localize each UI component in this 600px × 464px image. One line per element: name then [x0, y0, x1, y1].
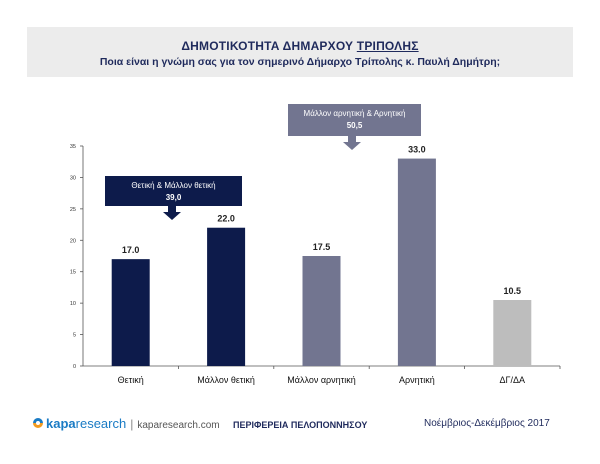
x-tick-label: Μάλλον αρνητική	[287, 375, 355, 385]
bar	[302, 256, 341, 366]
y-tick-label: 15	[70, 270, 76, 276]
annotation-label: Μάλλον αρνητική & Αρνητική	[304, 109, 406, 118]
x-tick-label: Θετική	[118, 375, 144, 385]
y-tick-label: 25	[70, 207, 76, 213]
chart-subtitle: Ποια είναι η γνώμη σας για τον σημερινό …	[99, 56, 501, 68]
annotation-value: 39,0	[166, 193, 182, 202]
chart-title: ΔΗΜΟΤΙΚΟΤΗΤΑ ΔΗΜΑΡΧΟΥ ΤΡΙΠΟΛΗΣ	[27, 39, 573, 53]
kapa-logo-icon	[33, 418, 43, 428]
x-tick-label: Μάλλον θετική	[197, 375, 255, 385]
y-tick-label: 5	[73, 333, 76, 339]
x-tick-label: ΔΓ/ΔΑ	[500, 375, 525, 385]
bar	[493, 300, 532, 366]
annotation-box	[105, 176, 242, 206]
bar-value-label: 10.5	[504, 286, 522, 296]
annotation-arrow-icon	[343, 136, 361, 150]
annotation-arrow-icon	[163, 206, 181, 220]
y-tick-label: 20	[70, 238, 76, 244]
annotation-label: Θετική & Μάλλον θετική	[131, 181, 215, 190]
y-tick-label: 35	[70, 144, 76, 150]
brand-url: kaparesearch.com	[137, 420, 220, 431]
annotation-value: 50,5	[347, 121, 363, 130]
brand-research: research	[75, 416, 127, 431]
title-city: ΤΡΙΠΟΛΗΣ	[356, 39, 419, 53]
bar-value-label: 22.0	[217, 214, 235, 224]
bar	[397, 158, 436, 366]
x-tick-label: Αρνητική	[399, 375, 435, 385]
bar-value-label: 17.5	[313, 242, 331, 252]
title-prefix: ΔΗΜΟΤΙΚΟΤΗΤΑ ΔΗΜΑΡΧΟΥ	[181, 39, 357, 53]
bar-value-label: 33.0	[408, 145, 426, 155]
y-tick-label: 0	[73, 364, 76, 370]
y-tick-label: 30	[70, 175, 76, 181]
annotation-box	[288, 104, 421, 136]
header-band	[27, 27, 573, 77]
brand-kapa: kapa	[46, 416, 76, 431]
bar	[207, 227, 246, 366]
bar-value-label: 17.0	[122, 245, 140, 255]
brand-logo: kaparesearch | kaparesearch.com	[32, 416, 220, 431]
footer-region: ΠΕΡΙΦΕΡΕΙΑ ΠΕΛΟΠΟΝΝΗΣΟΥ	[233, 420, 368, 430]
brand-separator: |	[130, 417, 134, 431]
y-tick-label: 10	[70, 301, 76, 307]
bar	[111, 259, 150, 366]
footer-date: Νοέμβριος-Δεκέμβριος 2017	[424, 418, 550, 429]
